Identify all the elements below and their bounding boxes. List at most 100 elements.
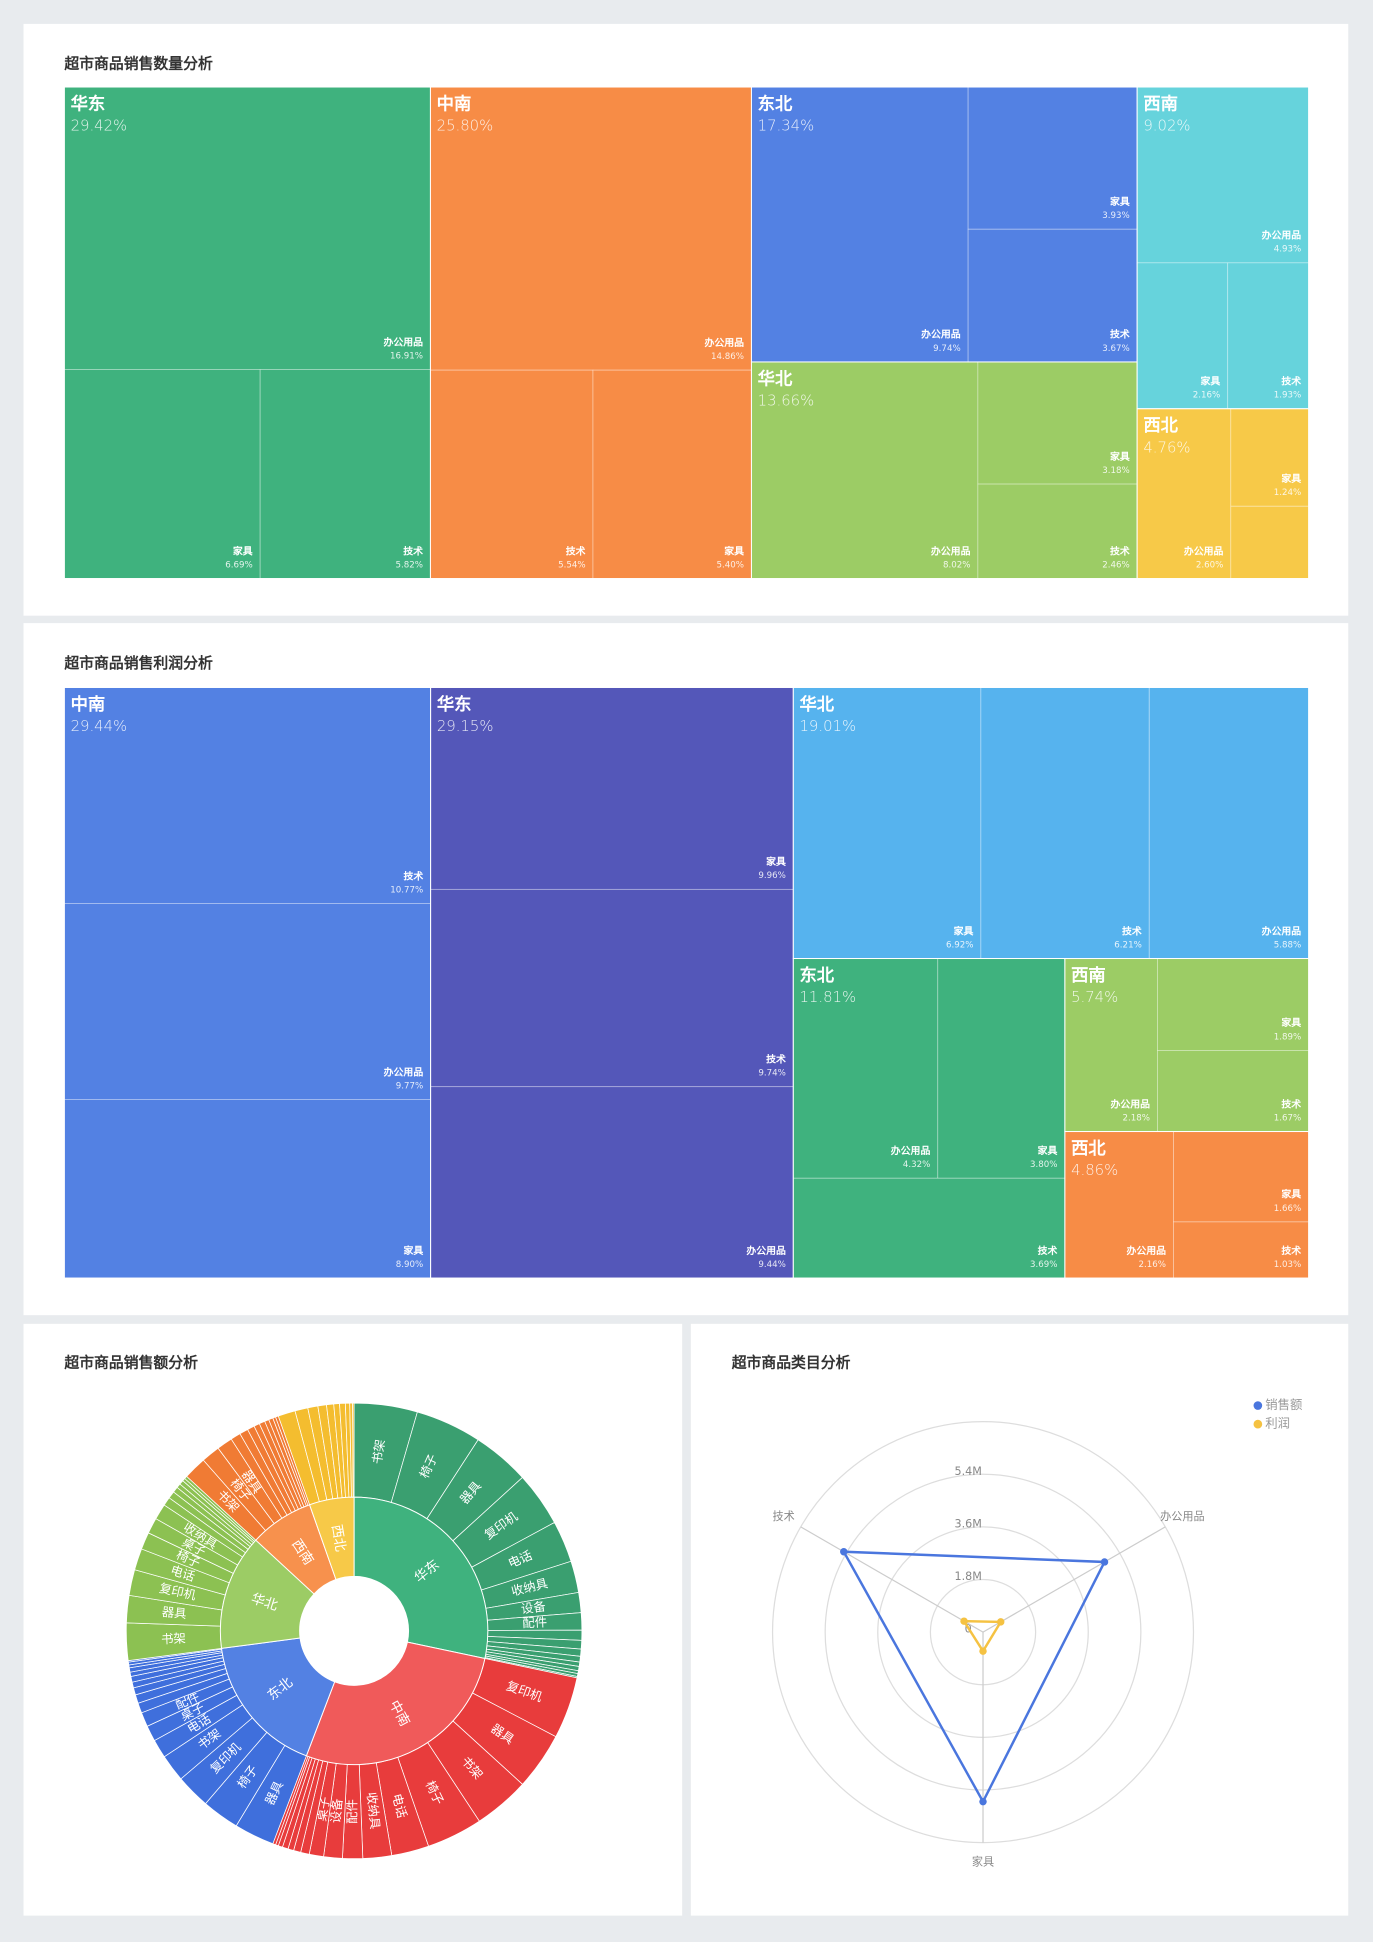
group-value: 25.80% <box>437 117 494 135</box>
radar-point <box>1100 1558 1109 1566</box>
treemap-cell <box>430 1086 794 1279</box>
arc-label: 电话 <box>389 1792 409 1819</box>
treemap-cell <box>1157 958 1309 1051</box>
treemap-group <box>1136 408 1310 580</box>
cell-value: 10.77% <box>390 885 423 895</box>
cell-value: 3.67% <box>1102 344 1130 354</box>
arc-label: 设备 <box>328 1797 345 1824</box>
group-label: 华北 <box>758 368 793 389</box>
treemap-cell <box>980 687 1150 959</box>
treemap-cell <box>64 687 432 904</box>
arc-label: 书架 <box>161 1631 186 1646</box>
cell-label: 技术 <box>403 869 423 882</box>
legend-marker <box>1253 1401 1263 1410</box>
cell-value: 6.92% <box>946 940 974 950</box>
cell-label: 家具 <box>1281 1016 1301 1029</box>
cell-label: 家具 <box>1038 1144 1058 1157</box>
cell-label: 办公用品 <box>931 544 971 557</box>
cell-label: 办公用品 <box>1184 544 1224 557</box>
group-label: 东北 <box>758 93 793 114</box>
treemap-cell <box>937 958 1066 1179</box>
cell-label: 技术 <box>1281 1244 1301 1257</box>
cell-value: 3.69% <box>1030 1260 1058 1270</box>
group-value: 11.81% <box>799 988 856 1006</box>
tick-label: 3.6M <box>955 1517 982 1530</box>
treemap-cell <box>977 483 1138 579</box>
cell-value: 9.96% <box>758 871 785 881</box>
group-value: 9.02% <box>1143 117 1190 135</box>
arc-label: 设备 <box>520 1598 547 1616</box>
arc-label: 收纳具 <box>364 1791 382 1829</box>
arc-label: 配件 <box>522 1615 547 1630</box>
cell-value: 3.18% <box>1102 466 1130 476</box>
sunburst-hole <box>299 1576 409 1686</box>
cell-value: 1.67% <box>1274 1113 1302 1123</box>
treemap-cell <box>64 86 431 370</box>
cell-label: 技术 <box>1110 544 1130 557</box>
outer-arc <box>352 1402 355 1498</box>
group-label: 西南 <box>1071 965 1106 986</box>
cell-label: 办公用品 <box>1262 229 1302 242</box>
radar-point <box>979 1647 987 1655</box>
group-value: 13.66% <box>758 392 815 410</box>
treemap-cell <box>751 86 969 363</box>
treemap-cell <box>1064 1131 1174 1279</box>
cell-value: 2.16% <box>1139 1260 1167 1270</box>
cell-label: 技术 <box>1038 1244 1058 1257</box>
treemap-cell <box>1227 262 1309 410</box>
cell-value: 9.74% <box>933 344 960 354</box>
cell-value: 2.16% <box>1193 391 1221 401</box>
group-value: 17.34% <box>758 117 815 135</box>
group-value: 29.42% <box>71 117 128 135</box>
cell-label: 办公用品 <box>1262 924 1302 937</box>
group-label: 中南 <box>437 93 472 114</box>
panel <box>690 1323 1349 1916</box>
cell-value: 8.02% <box>943 560 971 570</box>
cell-value: 2.60% <box>1196 560 1224 570</box>
cell-value: 1.89% <box>1274 1032 1302 1042</box>
arc-label: 器具 <box>161 1605 187 1621</box>
cell-value: 4.32% <box>903 1160 931 1170</box>
treemap-cell <box>1064 958 1158 1132</box>
cell-label: 技术 <box>566 544 586 557</box>
radar-point <box>960 1617 968 1625</box>
cell-label: 家具 <box>1201 375 1221 388</box>
cell-label: 办公用品 <box>1126 1244 1166 1257</box>
axis-line <box>800 1526 984 1633</box>
group-label: 中南 <box>71 694 106 715</box>
cell-label: 家具 <box>1281 1188 1301 1201</box>
cell-label: 办公用品 <box>921 328 961 341</box>
group-label: 华东 <box>71 93 106 114</box>
cell-label: 家具 <box>1281 472 1301 485</box>
treemap-cell <box>64 1099 432 1279</box>
cell-value: 1.93% <box>1274 391 1302 401</box>
cell-value: 5.54% <box>558 560 586 570</box>
treemap-cell <box>1173 1131 1309 1223</box>
cell-value: 3.80% <box>1030 1160 1058 1170</box>
treemap-cell <box>1157 1050 1309 1132</box>
group-value: 29.15% <box>437 717 494 735</box>
cell-value: 1.03% <box>1274 1260 1302 1270</box>
radar-line <box>961 1619 1003 1654</box>
radar-point <box>840 1548 848 1556</box>
axis-line <box>982 1526 1166 1633</box>
axis-label: 家具 <box>972 1854 994 1868</box>
treemap-cell <box>259 369 431 579</box>
radar-point <box>997 1618 1005 1626</box>
treemap-cell <box>1230 505 1309 579</box>
cell-value: 4.93% <box>1274 245 1302 255</box>
legend-marker <box>1253 1419 1263 1429</box>
tick-label: 5.4M <box>955 1465 982 1478</box>
treemap-cell <box>592 369 752 579</box>
cell-value: 14.86% <box>711 352 744 362</box>
cell-label: 家具 <box>233 544 253 557</box>
group-value: 4.86% <box>1071 1161 1118 1179</box>
treemap-cell <box>792 687 982 959</box>
radar-line <box>841 1550 1107 1805</box>
treemap-cell <box>430 888 794 1088</box>
arc-label: 华北 <box>249 1591 280 1615</box>
group-label: 东北 <box>799 965 834 986</box>
cell-value: 6.21% <box>1114 940 1141 950</box>
cell-label: 技术 <box>766 1052 786 1065</box>
chart-title: 超市商品销售额分析 <box>63 1353 198 1371</box>
